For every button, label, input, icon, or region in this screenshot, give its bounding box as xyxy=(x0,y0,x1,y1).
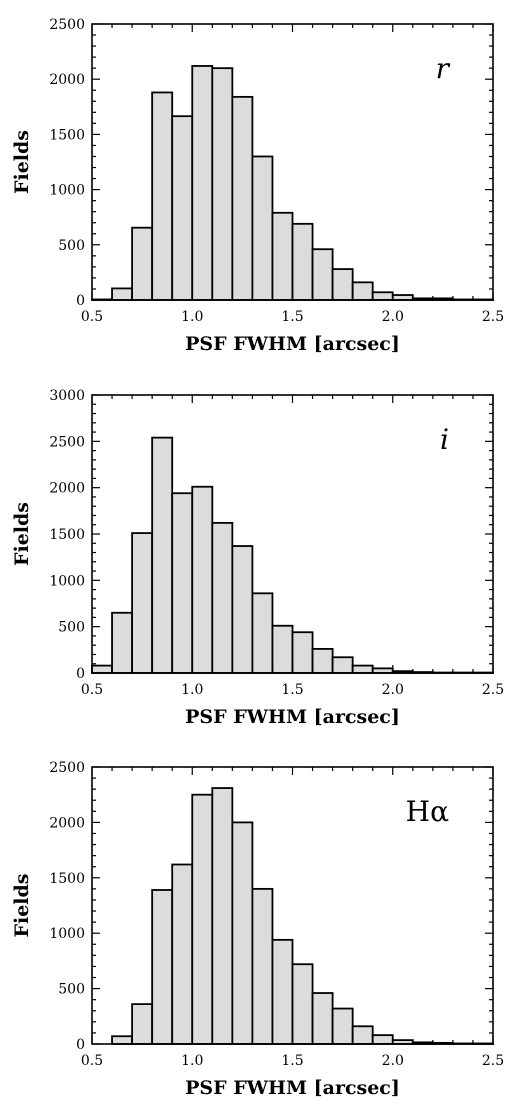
histogram-bar xyxy=(331,1007,354,1045)
y-tick-label: 1500 xyxy=(49,871,85,887)
band-label: i xyxy=(440,423,449,456)
y-tick-label: 500 xyxy=(58,238,85,254)
y-tick-label: 2500 xyxy=(49,17,85,33)
histogram-bar xyxy=(191,793,214,1045)
histogram-bar xyxy=(271,211,294,301)
histogram-bar xyxy=(291,222,314,301)
histogram-bar xyxy=(351,1025,374,1045)
histogram-bar xyxy=(91,664,113,674)
histogram-bar xyxy=(191,65,214,301)
histogram-bar xyxy=(211,67,234,301)
x-tick-label: 1.0 xyxy=(181,309,203,325)
x-axis-label: PSF FWHM [arcsec] xyxy=(185,1077,400,1099)
y-tick-label: 1500 xyxy=(49,527,85,543)
y-axis-label: Fields xyxy=(11,874,33,938)
y-tick-label: 1000 xyxy=(49,183,85,199)
x-tick-label: 2.5 xyxy=(482,682,504,698)
histogram-bar xyxy=(111,611,134,674)
y-tick-label: 2000 xyxy=(49,72,85,88)
x-tick-label: 2.5 xyxy=(482,1053,504,1069)
y-tick-label: 1500 xyxy=(49,127,85,143)
histogram-bar xyxy=(331,656,354,674)
y-tick-label: 0 xyxy=(76,666,85,682)
histogram-bar xyxy=(311,648,334,674)
histogram-bar xyxy=(171,863,194,1045)
histogram-bar xyxy=(231,545,254,674)
x-tick-label: 0.5 xyxy=(81,1053,103,1069)
x-axis-label: PSF FWHM [arcsec] xyxy=(185,333,400,355)
histogram-bar xyxy=(271,624,294,674)
histogram-bar xyxy=(331,268,354,301)
histogram-bar xyxy=(311,992,334,1045)
x-tick-label: 1.5 xyxy=(281,309,303,325)
panel-r-histogram: 0.5 1.0 1.5 2.0 2.5 0 500 1000 1500 2000 2500 PSF F… xyxy=(11,17,504,355)
x-axis-label: PSF FWHM [arcsec] xyxy=(185,706,400,728)
histogram-bar xyxy=(251,887,274,1045)
histogram-bar xyxy=(191,485,214,674)
y-tick-label: 0 xyxy=(76,293,85,309)
y-axis-label: Fields xyxy=(11,130,33,194)
y-tick-label: 2500 xyxy=(49,434,85,450)
histogram-bar xyxy=(111,1035,134,1045)
histogram-bar xyxy=(251,592,274,674)
histogram-bar xyxy=(231,95,254,301)
x-tick-label: 2.0 xyxy=(382,1053,404,1069)
panel-halpha-histogram: 0.5 1.0 1.5 2.0 2.5 0 500 1000 1500 2000 2500 PSF F… xyxy=(11,760,504,1099)
histogram-bar xyxy=(371,1034,394,1045)
y-tick-label: 1000 xyxy=(49,573,85,589)
band-label: r xyxy=(436,52,451,85)
histogram-bar xyxy=(151,889,174,1045)
histogram-bar xyxy=(171,492,194,674)
y-tick-label: 0 xyxy=(76,1037,85,1053)
band-label: Hα xyxy=(406,795,449,828)
histogram-bar xyxy=(371,291,394,301)
histogram-bar xyxy=(131,1003,154,1045)
x-tick-label: 2.5 xyxy=(482,309,504,325)
histogram-bar xyxy=(271,938,294,1045)
y-tick-label: 2500 xyxy=(49,760,85,776)
histogram-bar xyxy=(151,436,174,674)
y-tick-label: 2000 xyxy=(49,481,85,497)
x-tick-label: 2.0 xyxy=(382,309,404,325)
x-tick-label: 0.5 xyxy=(81,309,103,325)
histogram-bar xyxy=(251,155,274,301)
histogram-bar xyxy=(131,532,154,674)
y-tick-label: 1000 xyxy=(49,926,85,942)
histogram-bar xyxy=(111,287,134,301)
histogram-bar xyxy=(351,281,374,301)
x-tick-label: 2.0 xyxy=(382,682,404,698)
histogram-bar xyxy=(211,521,234,674)
y-tick-label: 500 xyxy=(58,620,85,636)
x-tick-label: 1.0 xyxy=(181,1053,203,1069)
histogram-bar xyxy=(151,91,174,301)
histogram-bar xyxy=(351,664,374,674)
y-axis-label: Fields xyxy=(11,502,33,566)
histogram-bar xyxy=(171,115,194,301)
y-tick-label: 3000 xyxy=(49,388,85,404)
x-tick-label: 1.0 xyxy=(181,682,203,698)
y-tick-label: 500 xyxy=(58,982,85,998)
histogram-bar xyxy=(311,248,334,301)
panel-i-histogram: 0.5 1.0 1.5 2.0 2.5 0 500 1000 1500 2000 2500 3000 P… xyxy=(11,388,504,728)
histogram-bar xyxy=(231,821,254,1045)
x-tick-label: 0.5 xyxy=(81,682,103,698)
histogram-bar xyxy=(211,787,234,1045)
histogram-bar xyxy=(131,226,154,301)
y-tick-label: 2000 xyxy=(49,815,85,831)
x-tick-label: 1.5 xyxy=(281,1053,303,1069)
x-tick-label: 1.5 xyxy=(281,682,303,698)
histogram-bar xyxy=(291,631,314,674)
histogram-bar xyxy=(291,963,314,1045)
